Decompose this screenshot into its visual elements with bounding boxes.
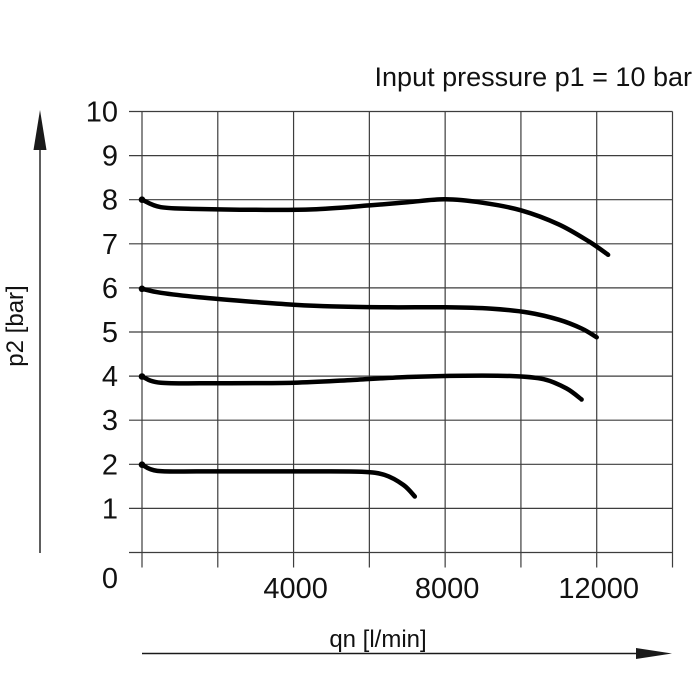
y-tick-label: 4: [102, 361, 118, 393]
x-tick-label: 8000: [415, 573, 480, 605]
y-tick-label: 1: [102, 493, 118, 525]
y-tick-label: 9: [102, 141, 118, 173]
y-tick-label: 3: [102, 405, 118, 437]
y-tick-label: 8: [102, 185, 118, 217]
y-tick-label: 7: [102, 229, 118, 261]
x-axis-label: qn [l/min]: [329, 626, 426, 653]
curve-start-dot: [138, 373, 146, 380]
y-tick-label: 10: [86, 97, 118, 129]
x-tick-labels: 4000 8000 12000: [263, 573, 639, 605]
curve-2-bar: [138, 461, 418, 499]
x-tick-label: 12000: [558, 573, 639, 605]
curve-line: [139, 286, 599, 340]
curve-4-bar: [138, 373, 584, 402]
y-tick-label: 6: [102, 273, 118, 305]
y-axis-label: p2 [bar]: [2, 285, 29, 366]
curve-start-dot: [138, 285, 146, 293]
x-tick-label: 4000: [263, 573, 328, 605]
x-axis-arrowhead-icon: [636, 648, 672, 659]
y-axis-arrowhead-icon: [33, 110, 47, 150]
curve-start-dot: [138, 461, 146, 469]
curve-6-bar: [138, 285, 599, 340]
chart-title: Input pressure p1 = 10 bar: [374, 62, 692, 92]
y-tick-label: 2: [102, 449, 118, 481]
y-tick-label: 0: [102, 563, 118, 595]
grid-lines: [129, 110, 674, 568]
y-tick-label: 5: [102, 317, 118, 349]
curve-8-bar: [138, 196, 611, 258]
axis-arrows: [33, 110, 672, 659]
curve-line: [139, 462, 418, 499]
y-tick-labels: 0 1 2 3 4 5 6 7 8 9 10: [86, 97, 118, 596]
curve-start-dot: [138, 196, 146, 203]
curve-line: [139, 373, 584, 402]
curve-line: [139, 197, 611, 258]
